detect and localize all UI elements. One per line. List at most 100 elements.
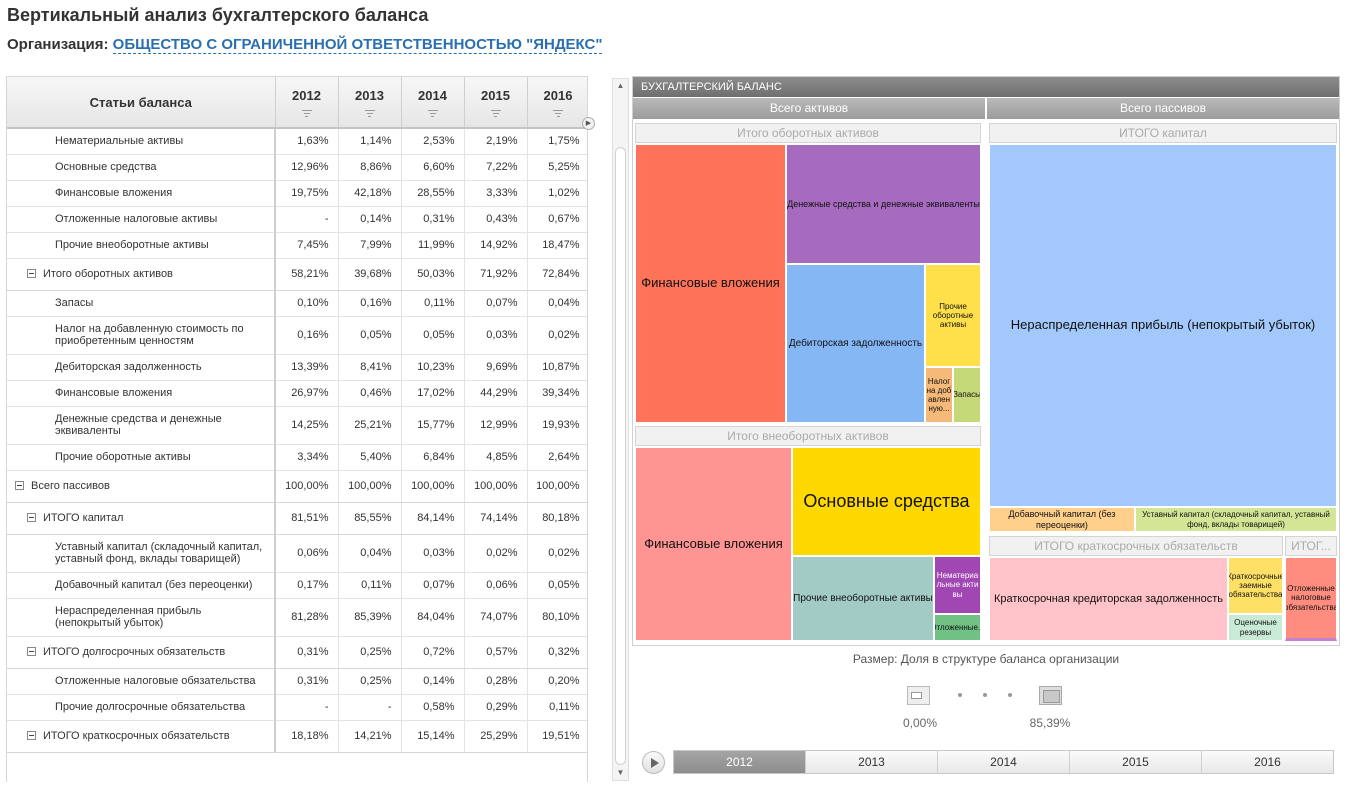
table-row[interactable]: Основные средства 12,96% 8,86% 6,60% 7,22% 5,… — [7, 154, 587, 181]
value-cell: 7,99% — [338, 232, 402, 259]
row-label: Денежные средства и денежные эквиваленты — [55, 413, 222, 437]
treemap-cell-financial-investments[interactable]: Финансовые вложения — [635, 144, 786, 423]
treemap-panel: БУХГАЛТЕРСКИЙ БАЛАНС Всего активов Всего… — [632, 76, 1340, 646]
scrollbar-thumb[interactable] — [615, 147, 626, 765]
collapse-icon[interactable] — [15, 481, 24, 490]
filter-icon[interactable] — [553, 110, 563, 118]
collapse-icon[interactable] — [27, 731, 36, 740]
row-label: ИТОГО краткосрочных обязательств — [43, 730, 230, 742]
value-cell: 0,03% — [401, 534, 465, 573]
treemap-cell-short-term-borrowings[interactable]: Краткосрочные заемные обязательства — [1228, 557, 1283, 614]
value-cell: 74,07% — [464, 598, 528, 637]
row-label: Итого оборотных активов — [43, 268, 173, 280]
year-label: 2014 — [418, 87, 447, 103]
table-row[interactable]: Налог на добавленную стоимость по приобр… — [7, 316, 587, 355]
treemap-cell-estimated-reserves[interactable]: Оценочные резервы — [1228, 614, 1283, 641]
legend-dot — [958, 693, 962, 697]
table-row[interactable]: Финансовые вложения 19,75% 42,18% 28,55% 3,3… — [7, 180, 587, 207]
table-row[interactable]: Дебиторская задолженность 13,39% 8,41% 10,2… — [7, 354, 587, 381]
column-header-year[interactable]: 2015 — [464, 77, 528, 129]
value-cell: 74,14% — [464, 502, 528, 535]
value-cell: 15,77% — [401, 406, 465, 445]
column-header-items[interactable]: Статьи баланса — [7, 77, 276, 129]
table-row[interactable]: Прочие долгосрочные обязательства - -0,58%… — [7, 694, 587, 721]
treemap-cell-short-term-payables[interactable]: Краткосрочная кредиторская задолженность — [989, 557, 1228, 641]
value-cell: 42,18% — [338, 180, 402, 207]
table-row[interactable]: Добавочный капитал (без переоценки) 0,17%… — [7, 572, 587, 599]
value-cell: 0,28% — [464, 668, 528, 695]
noncurrent-assets-header[interactable]: Итого внеоборотных активов — [635, 426, 981, 446]
value-cell: - — [338, 694, 402, 721]
value-cell: 10,87% — [527, 354, 587, 381]
timeline-year-2016[interactable]: 2016 — [1202, 751, 1333, 773]
value-cell: 19,93% — [527, 406, 587, 445]
current-assets-header[interactable]: Итого оборотных активов — [635, 123, 981, 143]
table-row[interactable]: Запасы 0,10% 0,16% 0,11% 0,07% 0,04% — [7, 290, 587, 317]
column-header-year[interactable]: 2012 — [275, 77, 339, 129]
treemap-cell-other-noncurrent-assets[interactable]: Прочие внеоборотные активы — [792, 556, 934, 641]
collapse-icon[interactable] — [27, 513, 36, 522]
long-term-liabilities-header[interactable]: ИТОГ... — [1285, 536, 1337, 556]
table-row[interactable]: ИТОГО краткосрочных обязательств 18,18% 14… — [7, 720, 587, 753]
timeline-year-2012[interactable]: 2012 — [674, 751, 806, 773]
table-row[interactable]: Прочие внеоборотные активы 7,45% 7,99% 11,9… — [7, 232, 587, 259]
table-row[interactable]: Денежные средства и денежные эквиваленты… — [7, 406, 587, 445]
table-row[interactable]: Прочие оборотные активы 3,34% 5,40% 6,84% 4,… — [7, 444, 587, 471]
column-header-year[interactable]: 2013 — [338, 77, 402, 129]
value-cell: 2,64% — [527, 444, 587, 471]
table-row[interactable]: Нематериальные активы 1,63% 1,14% 2,53% 2,19… — [7, 128, 587, 155]
scroll-right-icon[interactable]: ▶ — [582, 117, 595, 130]
filter-icon[interactable] — [301, 110, 312, 118]
table-row[interactable]: Отложенные налоговые активы -0,14% 0,31% 0,… — [7, 206, 587, 233]
liabilities-header[interactable]: Всего пассивов — [987, 98, 1339, 119]
table-row[interactable]: Итого оборотных активов 58,21% 39,68% 50,03… — [7, 258, 587, 291]
treemap-cell-intangible-assets[interactable]: Нематериальные активы — [934, 556, 981, 614]
table-row[interactable]: Нераспределенная прибыль (непокрытый убы… — [7, 598, 587, 637]
value-cell: 2,53% — [401, 128, 465, 155]
filter-icon[interactable] — [427, 110, 438, 118]
filter-icon[interactable] — [490, 110, 501, 118]
treemap-cell-vat[interactable]: Налог на добавленную... — [925, 367, 953, 423]
value-cell: 50,03% — [401, 258, 465, 291]
treemap-cell-charter-capital[interactable]: Уставный капитал (складочный капитал, ус… — [1135, 507, 1337, 532]
value-cell: 19,51% — [527, 720, 587, 753]
value-cell: 8,86% — [338, 154, 402, 181]
treemap-cell-deferred-tax-assets[interactable]: Отложенные... — [934, 614, 981, 641]
table-row[interactable]: Всего пассивов 100,00% 100,00% 100,00% 100,0… — [7, 470, 587, 503]
timeline-year-2013[interactable]: 2013 — [806, 751, 938, 773]
treemap-cell-cash[interactable]: Денежные средства и денежные эквиваленты — [786, 144, 981, 264]
treemap-cell-stock[interactable]: Запасы — [953, 367, 981, 423]
table-row[interactable]: ИТОГО долгосрочных обязательств 0,31% 0,25… — [7, 636, 587, 669]
capital-header[interactable]: ИТОГО капитал — [989, 123, 1337, 143]
value-cell: 39,68% — [338, 258, 402, 291]
table-row[interactable]: ИТОГО капитал 81,51% 85,55% 84,14% 74,14% 80,… — [7, 502, 587, 535]
timeline-year-2015[interactable]: 2015 — [1070, 751, 1202, 773]
vertical-scrollbar[interactable]: ▲ ▼ — [612, 78, 629, 781]
table-row[interactable]: Уставный капитал (складочный капитал, ус… — [7, 534, 587, 573]
assets-header[interactable]: Всего активов — [633, 98, 985, 119]
scroll-up-icon[interactable]: ▲ — [616, 81, 625, 90]
table-row[interactable]: Финансовые вложения 26,97% 0,46% 17,02% 44,2… — [7, 380, 587, 407]
play-icon[interactable] — [642, 751, 665, 774]
collapse-icon[interactable] — [27, 647, 36, 656]
treemap-cell-additional-capital[interactable]: Добавочный капитал (без переоценки) — [989, 507, 1135, 532]
treemap-cell-deferred-tax-liabilities[interactable]: Отложенные налоговые обязательства — [1285, 557, 1337, 641]
table-row[interactable]: Отложенные налоговые обязательства 0,31% 0… — [7, 668, 587, 695]
row-label: Нематериальные активы — [55, 135, 184, 148]
treemap-cell-fixed-assets[interactable]: Основные средства — [792, 447, 981, 556]
column-header-year[interactable]: 2016 — [527, 77, 587, 129]
collapse-icon[interactable] — [27, 269, 36, 278]
treemap-cell-other-current-assets[interactable]: Прочие оборотные активы — [925, 264, 981, 367]
legend-dot — [983, 693, 987, 697]
column-header-year[interactable]: 2014 — [401, 77, 465, 129]
scroll-down-icon[interactable]: ▼ — [616, 768, 625, 777]
timeline-year-2014[interactable]: 2014 — [938, 751, 1070, 773]
treemap-cell-noncurrent-financial-investments[interactable]: Финансовые вложения — [635, 447, 792, 641]
filter-icon[interactable] — [364, 110, 375, 118]
treemap-cell-receivables[interactable]: Дебиторская задолженность — [786, 264, 925, 423]
treemap-cell-retained-earnings[interactable]: Нераспределенная прибыль (непокрытый убы… — [989, 144, 1337, 507]
short-term-liabilities-header[interactable]: ИТОГО краткосрочных обязательств — [989, 536, 1283, 556]
organization-link[interactable]: ОБЩЕСТВО С ОГРАНИЧЕННОЙ ОТВЕТСТВЕННОСТЬЮ… — [112, 36, 603, 54]
value-cell: 0,02% — [527, 316, 587, 355]
year-timeline[interactable]: 2012 2013 2014 2015 2016 — [673, 750, 1334, 774]
